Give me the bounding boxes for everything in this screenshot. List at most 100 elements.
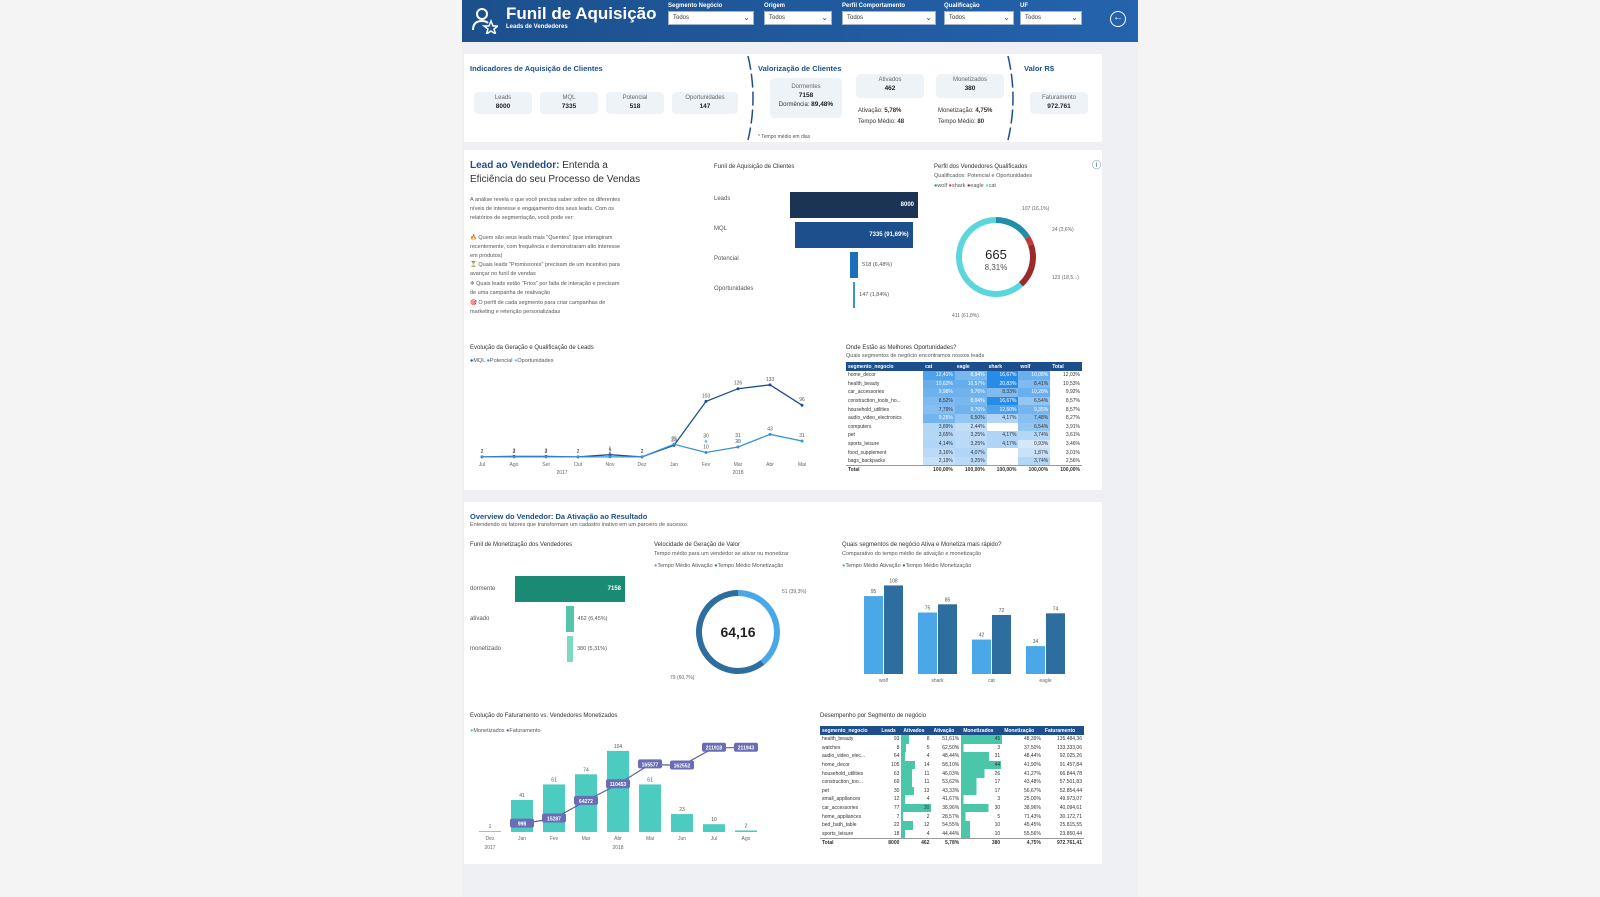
table-row: household_utilities 63 11 46,03% 26 41,27% 66.… (820, 769, 1084, 778)
chevron-down-icon: ⌄ (1003, 13, 1010, 22)
filter-perfil[interactable]: Perfil Comportamento Todos ⌄ (842, 3, 936, 25)
bars2-data-label: 74 (1053, 606, 1059, 612)
donut2-title: Velocidade de Geração de Valor (654, 542, 740, 548)
table-cell: 45,45% (1023, 822, 1041, 829)
line1-x-tick: Ago (510, 462, 519, 468)
donut2-chart: 64,16 51 (39,3%) 79 (60,7%) (670, 589, 807, 681)
table-cell: 3,74% (1018, 456, 1051, 466)
combo-label-bg (638, 759, 662, 769)
column-header[interactable]: wolf (1018, 362, 1051, 371)
table-cell: 71,43% (1023, 813, 1041, 820)
table-cell: 63 (893, 770, 900, 777)
column-header[interactable]: shark (986, 362, 1019, 371)
table-cell: 100,00% (1050, 465, 1082, 475)
column-header[interactable]: segmento_negocio (846, 362, 924, 371)
combo-label-bg (542, 813, 566, 823)
table-cell: 48,44% (1023, 753, 1041, 760)
table-cell: 30.172,71 (1059, 813, 1082, 820)
table-cell: car_accessories (848, 389, 885, 396)
table-cell: 0,93% (1018, 439, 1051, 449)
line1-data-label: 30 (703, 434, 709, 440)
table-cell: 5 (961, 812, 1003, 821)
line1-legend: ●MQL ●Potencial ●Oportunidades (470, 358, 553, 364)
table-cell: 66.844,78 (1059, 770, 1082, 777)
info-icon[interactable]: ⓘ (1092, 160, 1102, 170)
bars2-data-label: 75 (925, 606, 931, 612)
back-arrow-icon[interactable]: ← (1110, 11, 1126, 27)
combo-label-bg (510, 818, 534, 828)
donut2-data-label: 51 (39,3%) (782, 589, 807, 595)
acq-title: Indicadores de Aquisição de Clientes (470, 64, 603, 73)
table-cell: 44 (961, 760, 1003, 770)
table-cell: 31 (961, 752, 1003, 761)
line1-data-label: 96 (799, 397, 805, 403)
donut1-center: 665 (985, 247, 1007, 262)
column-header[interactable]: Faturamento (1042, 726, 1084, 735)
column-header[interactable]: Ativados (901, 726, 932, 735)
legend-item: ●Tempo Médio Ativação (654, 563, 715, 569)
filter-segmento[interactable]: Segmento Negócio Todos ⌄ (668, 3, 754, 25)
funnel1-value: 8000 (900, 202, 914, 208)
table-cell: 48,39% (1023, 736, 1041, 743)
table-cell: 4,14% (923, 439, 955, 449)
table-cell: 52.854,44 (1059, 787, 1082, 794)
table-cell: 8 (901, 735, 932, 744)
table-cell: bags_backpacks (848, 457, 886, 464)
bars2-data-label: 85 (945, 597, 951, 603)
table-cell: 6,54% (1018, 396, 1051, 406)
line1-point (768, 383, 772, 387)
divider-curve (747, 55, 754, 141)
table-cell: 44,44% (942, 830, 960, 837)
bars2-chart: 95 108 wolf 75 85 shark 42 72 cat 34 74 eagle (864, 578, 1065, 684)
bars2-data-label: 108 (889, 578, 898, 584)
combo-chart: 1 Dez 41 Jan 61 Fev 74 Mar 104 Abr 61 Mai 23 Jun 10 Jul… (479, 742, 758, 851)
filter-origem[interactable]: Origem Todos ⌄ (764, 3, 832, 25)
line1-chart: 233262231031261339622222225102043313031J… (479, 377, 806, 476)
line1-data-label: 2 (577, 449, 580, 455)
line1-point (704, 399, 708, 403)
column-header[interactable]: eagle (954, 362, 987, 371)
line1-x-tick: Fev (702, 462, 711, 468)
legend-item: ●shark (948, 183, 967, 189)
combo-label-bg (606, 779, 630, 789)
dashboard: Funil de Aquisição Leads de Vendedores S… (462, 0, 1138, 897)
column-header[interactable]: Monetizados (961, 726, 1003, 735)
column-header[interactable]: Monetização (1002, 726, 1043, 735)
line1-series-0 (481, 384, 803, 458)
line1-data-label: 2 (577, 449, 580, 455)
column-header[interactable]: segmento_negocio (820, 726, 880, 735)
funnel2-bar (567, 636, 573, 662)
table-cell: 3 (961, 743, 1003, 753)
combo-data-label: 74 (583, 767, 589, 773)
donut1-center-sub: 8,31% (985, 263, 1008, 272)
column-header[interactable]: Leads (879, 726, 902, 735)
line1-point (768, 432, 772, 436)
combo-data-label: 15287 (547, 816, 561, 822)
table-cell: health_beauty (822, 736, 854, 743)
table-cell: 8 (896, 744, 900, 751)
table-cell: 38,96% (942, 805, 960, 812)
line1-data-label: 31 (799, 433, 805, 439)
table-cell (987, 457, 1019, 466)
lead-bullet-frios: ❄ Quais leads estão "Frios" por falta de… (470, 281, 620, 296)
table-cell: 8000 (879, 837, 902, 847)
table-cell: 8,52% (923, 396, 955, 406)
table-cell: 45 (961, 735, 1003, 744)
table-cell: construction_too... (822, 779, 863, 786)
table-cell: 77 (893, 805, 900, 812)
column-header[interactable]: Total (1050, 362, 1082, 371)
line1-x-tick: Jan (670, 462, 678, 468)
filter-qualificacao[interactable]: Qualificação Todos ⌄ (944, 3, 1014, 25)
filter-uf[interactable]: UF Todos ⌄ (1020, 3, 1082, 25)
table-cell: 3,74% (1018, 431, 1051, 440)
combo-data-label: 61 (551, 777, 557, 783)
combo-label-bg (734, 742, 758, 752)
line1-point (800, 403, 804, 407)
table-cell: 10,28% (1018, 388, 1051, 397)
table-cell: audio_video_electronics (848, 415, 902, 422)
combo-data-label: 110453 (610, 782, 627, 788)
line1-point (736, 439, 740, 443)
column-header[interactable]: Ativação (931, 726, 962, 735)
column-header[interactable]: cat (923, 362, 955, 371)
table-cell: 62,50% (942, 744, 960, 751)
